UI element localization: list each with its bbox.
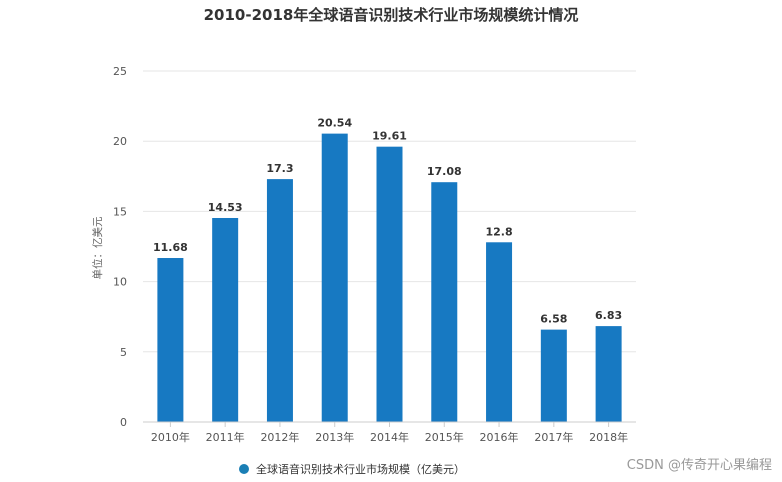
- legend[interactable]: 全球语音识别技术行业市场规模（亿美元）: [239, 462, 465, 476]
- x-tick-label: 2018年: [589, 430, 628, 444]
- y-tick-label: 20: [113, 135, 127, 148]
- data-label: 12.8: [485, 225, 512, 238]
- data-labels: 11.68 14.53 17.3 20.54 19.61 17.08 12.8 6.58 6.8…: [153, 117, 622, 326]
- bar[interactable]: [540, 329, 567, 422]
- x-tick-label: 2015年: [425, 430, 464, 444]
- bar[interactable]: [157, 258, 184, 422]
- bar[interactable]: [376, 146, 403, 422]
- data-label: 14.53: [208, 201, 243, 214]
- data-label: 19.61: [372, 130, 407, 143]
- legend-marker: [239, 464, 249, 474]
- x-tick-label: 2017年: [534, 430, 573, 444]
- chart-title: 2010-2018年全球语音识别技术行业市场规模统计情况: [204, 6, 579, 24]
- x-tick-label: 2013年: [315, 430, 354, 444]
- watermark-text: CSDN @传奇开心果编程: [627, 457, 772, 473]
- bar[interactable]: [486, 242, 513, 422]
- data-label: 20.54: [317, 117, 352, 130]
- bar[interactable]: [212, 217, 239, 422]
- y-axis-label: 单位：亿美元: [91, 216, 104, 279]
- y-tick-label: 10: [113, 276, 127, 289]
- x-tick-label: 2012年: [260, 430, 299, 444]
- y-tick-label: 0: [120, 416, 127, 429]
- y-tick-label: 15: [113, 205, 127, 218]
- bar[interactable]: [321, 133, 348, 422]
- bar[interactable]: [266, 179, 293, 422]
- bar[interactable]: [595, 326, 622, 422]
- bar-series: [157, 133, 622, 422]
- data-label: 11.68: [153, 241, 188, 254]
- x-axis-ticks: 2010年 2011年 2012年 2013年 2014年 2015年 2016年 2017年…: [151, 422, 628, 444]
- data-label: 17.3: [266, 162, 293, 175]
- y-tick-label: 25: [113, 65, 127, 78]
- data-label: 6.58: [540, 313, 567, 326]
- data-label: 6.83: [595, 309, 622, 322]
- x-tick-label: 2016年: [480, 430, 519, 444]
- data-label: 17.08: [427, 165, 462, 178]
- x-tick-label: 2011年: [206, 430, 245, 444]
- x-tick-label: 2010年: [151, 430, 190, 444]
- bar[interactable]: [431, 182, 458, 422]
- x-tick-label: 2014年: [370, 430, 409, 444]
- y-axis-ticks: 0 5 10 15 20 25: [113, 65, 127, 429]
- legend-label: 全球语音识别技术行业市场规模（亿美元）: [256, 462, 465, 476]
- y-tick-label: 5: [120, 346, 127, 359]
